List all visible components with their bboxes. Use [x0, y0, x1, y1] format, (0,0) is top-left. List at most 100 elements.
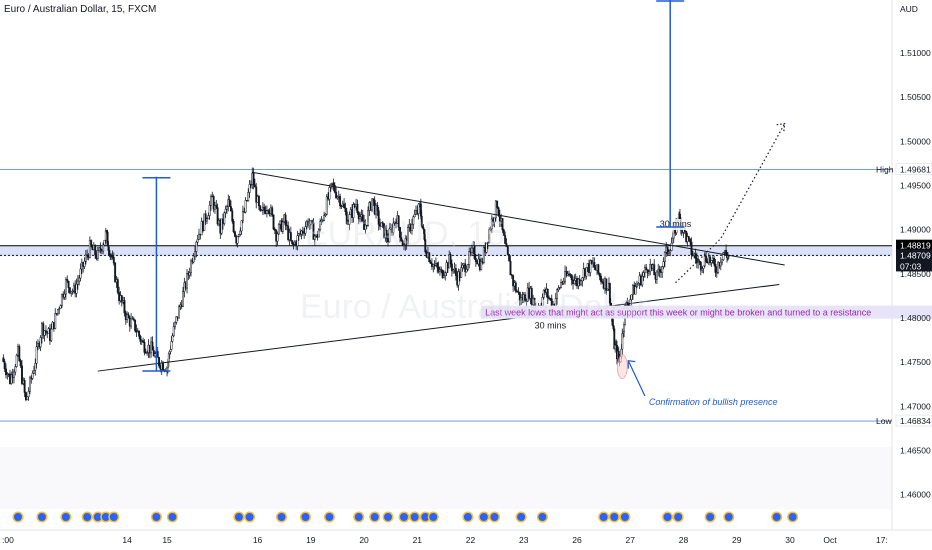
support-resistance-zone [0, 245, 892, 257]
x-tick-label: 23 [519, 535, 529, 545]
candle-body [470, 247, 473, 253]
candle-body [50, 328, 53, 341]
candle-body [257, 196, 260, 207]
candle-body [2, 357, 5, 362]
candle-body [162, 362, 165, 371]
trend-line-0[interactable] [252, 171, 785, 266]
candle-body [686, 236, 689, 242]
candle-body [343, 203, 346, 209]
projection-arrowhead [776, 122, 786, 133]
candle-body [210, 195, 212, 206]
trend-label-0: 30 mins [660, 219, 692, 229]
candle-body [78, 277, 81, 282]
candle-body [70, 291, 73, 294]
candle-body [345, 211, 348, 225]
annotations[interactable]: Last week lows that might act as support… [481, 305, 932, 407]
candle-body [719, 261, 722, 267]
candle-body [130, 318, 133, 327]
candle-body [359, 216, 362, 220]
x-tick-label: 30 [785, 535, 795, 545]
projection-path[interactable] [675, 122, 786, 284]
candle-body [524, 294, 527, 302]
candle-body [311, 220, 314, 224]
candle-body [59, 305, 62, 309]
candle-body [357, 212, 360, 220]
candle-body [464, 263, 467, 273]
time-axis[interactable]: :00 14 15 16 19 20 21 22 23 26 27 28 29 30 Oct 17: [2, 535, 888, 545]
candle-body [39, 337, 42, 348]
candle-body [259, 205, 262, 211]
candle-body [702, 265, 705, 269]
level-label-2: 1.48819 [900, 241, 931, 251]
candle-body [429, 261, 432, 264]
candle-body [152, 349, 155, 357]
x-tick-label: 15 [162, 535, 172, 545]
candle-body [417, 203, 420, 214]
candle-body [488, 229, 491, 243]
candle-body [411, 223, 413, 231]
candle-body [573, 280, 576, 284]
candle-body [645, 267, 648, 270]
candle-body [501, 218, 504, 231]
candle-body [312, 222, 315, 240]
candle-body [542, 289, 545, 298]
projection-line[interactable] [675, 123, 786, 284]
trend-line-1[interactable] [97, 283, 780, 372]
event-icon-core [13, 513, 22, 521]
candle-body [10, 374, 13, 384]
candle-body [512, 275, 515, 287]
candle-body [272, 214, 275, 230]
candle-body [3, 361, 6, 370]
candle-body [413, 213, 416, 218]
candle-body [667, 251, 670, 254]
candle-body [565, 271, 568, 276]
bullish-note[interactable]: Confirmation of bullish presence [649, 397, 778, 407]
candle-body [637, 283, 640, 286]
candle-body [452, 269, 455, 272]
highlight-circle[interactable] [616, 354, 628, 380]
candle-body [94, 245, 97, 256]
event-icon-core [706, 513, 715, 521]
candle-body [67, 280, 70, 288]
candle-body [436, 263, 439, 268]
candle-body [412, 216, 415, 225]
candle-body [79, 268, 82, 279]
highlight-zone [0, 245, 892, 257]
candle-body [705, 255, 708, 263]
candle-body [194, 251, 196, 257]
support-note[interactable]: Last week lows that might act as support… [485, 308, 871, 318]
event-icons[interactable] [12, 511, 799, 523]
candle-body [244, 200, 247, 213]
x-tick-label: 21 [413, 535, 423, 545]
candle-body [158, 357, 161, 367]
trend-lines[interactable]: 30 mins 30 mins [97, 171, 785, 372]
candle-body [172, 326, 175, 337]
event-icon-core [663, 513, 672, 521]
candle-body [43, 330, 46, 336]
event-icon-core [788, 513, 797, 521]
candle-body [466, 264, 469, 270]
candle-body [13, 371, 15, 378]
x-tick-label: 28 [679, 535, 689, 545]
candle-body [701, 268, 704, 271]
candle-body [139, 335, 142, 342]
level-name-high: High [876, 165, 894, 175]
candle-body [653, 264, 656, 276]
trend-label-1: 30 mins [535, 321, 567, 331]
candle-body [319, 221, 322, 231]
candle-body [226, 206, 228, 210]
candle-body [339, 196, 342, 206]
candle-body [601, 281, 604, 283]
candle-body [182, 291, 184, 307]
candle-body [171, 335, 174, 342]
candle-body [486, 241, 489, 244]
currency-label: AUD [900, 4, 918, 14]
candle-body [265, 210, 268, 214]
candle-body [333, 184, 336, 193]
candle-body [449, 254, 452, 265]
measure-lines[interactable] [142, 0, 685, 372]
price-axis[interactable]: High 1.49681 Low 1.46834 1.488191.4870907:03… [876, 48, 932, 500]
level-label-3: 1.48709 [900, 250, 931, 260]
candle-body [190, 260, 192, 273]
